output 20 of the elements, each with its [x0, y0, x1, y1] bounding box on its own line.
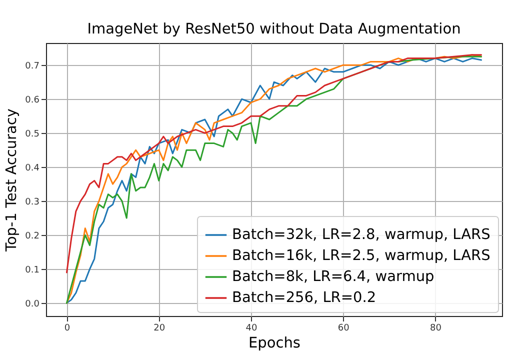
chart-title: ImageNet by ResNet50 without Data Augmentation — [87, 22, 461, 38]
legend-label: Batch=16k, LR=2.5, warmup, LARS — [232, 248, 490, 264]
y-tick-label: 0.4 — [25, 164, 40, 174]
legend-label: Batch=256, LR=0.2 — [232, 290, 376, 306]
x-tick-label: 40 — [246, 324, 258, 334]
y-tick-label: 0.7 — [25, 62, 40, 72]
x-tick-label: 0 — [64, 324, 70, 334]
y-tick-label: 0.2 — [25, 232, 40, 242]
legend-label: Batch=32k, LR=2.8, warmup, LARS — [232, 227, 490, 243]
x-tick-label: 80 — [430, 324, 442, 334]
x-tick-label: 60 — [338, 324, 350, 334]
y-tick-label: 0.6 — [25, 96, 40, 106]
y-axis-title: Top-1 Test Accuracy — [4, 108, 20, 252]
y-tick-label: 0.1 — [25, 266, 40, 276]
y-tick-label: 0.5 — [25, 130, 40, 140]
legend-label: Batch=8k, LR=6.4, warmup — [232, 269, 434, 285]
x-axis-title: Epochs — [248, 336, 300, 352]
y-tick-label: 0.3 — [25, 198, 40, 208]
x-tick-label: 20 — [154, 324, 166, 334]
y-tick-label: 0.0 — [25, 300, 40, 310]
